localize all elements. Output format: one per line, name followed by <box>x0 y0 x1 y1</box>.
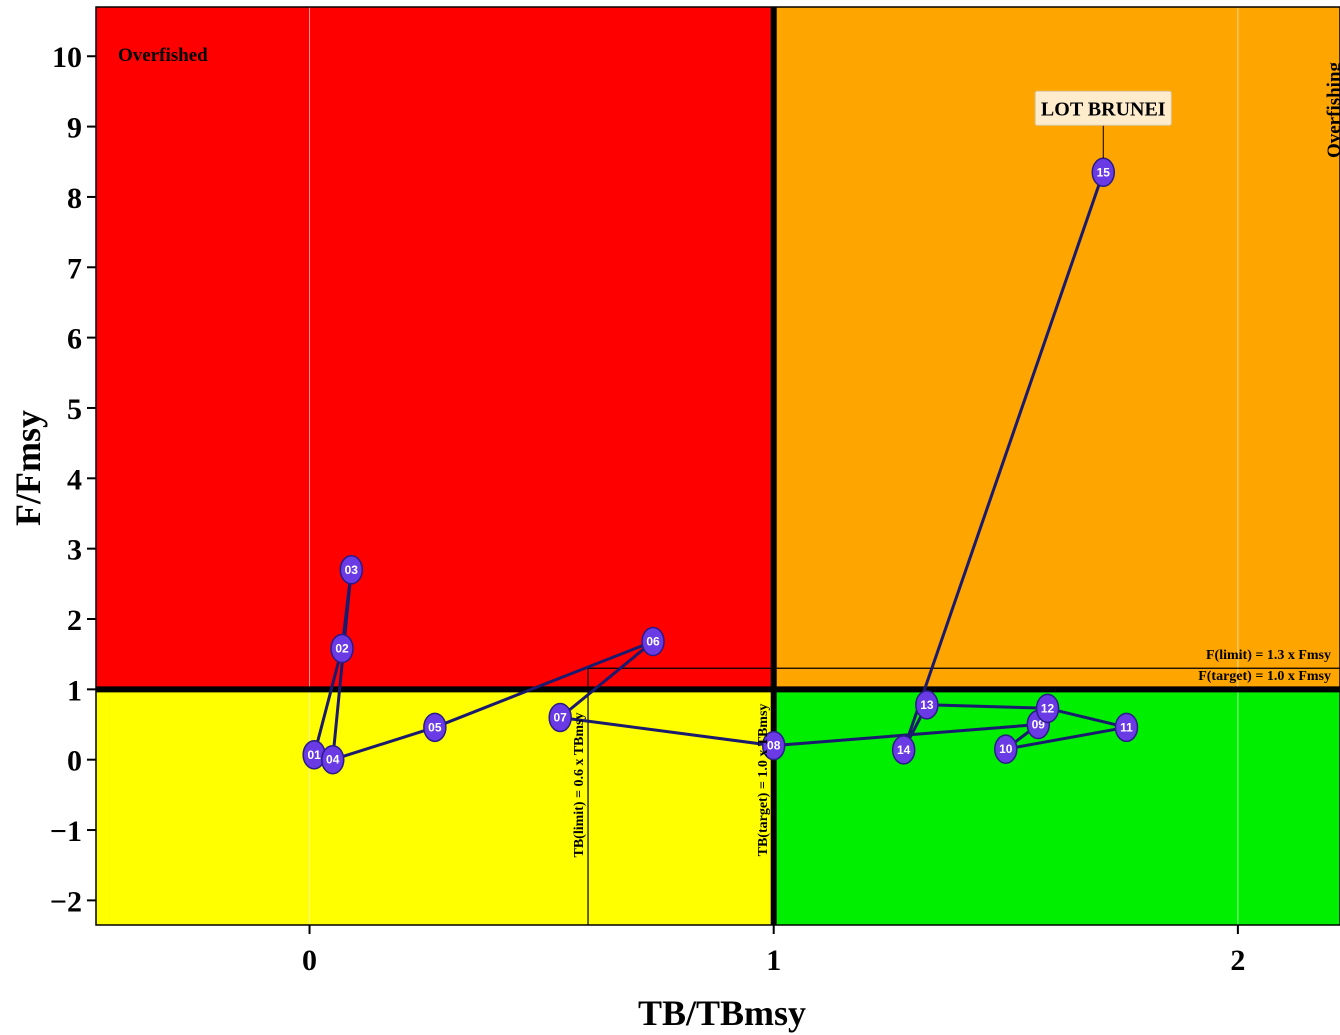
labels-layer: LOT BRUNEI <box>1034 90 1172 159</box>
x-axis-title: TB/TBmsy <box>638 993 806 1033</box>
last-point-label: LOT BRUNEI <box>1041 98 1166 120</box>
overfished-zone <box>96 7 774 690</box>
overfishing-zone-label: Overfishing <box>1324 61 1340 158</box>
data-point-label-06: 06 <box>646 635 660 649</box>
y-tick-label: 1 <box>67 674 82 707</box>
data-point-10 <box>994 734 1018 764</box>
reference-lines-layer <box>95 6 1340 926</box>
y-tick-label: 9 <box>67 112 82 145</box>
data-point-label-07: 07 <box>553 710 567 724</box>
tb-target-label: TB(target) = 1.0 x TBmsy <box>756 704 771 857</box>
y-tick-label: 8 <box>67 182 82 215</box>
data-point-label-05: 05 <box>428 720 442 734</box>
data-point-08 <box>761 730 786 761</box>
data-point-label-10: 10 <box>999 742 1013 756</box>
data-point-label-02: 02 <box>335 642 349 656</box>
data-point-05 <box>423 712 447 743</box>
overfished-zone-label: Overfished <box>118 45 208 66</box>
y-tick-label: 6 <box>67 323 82 356</box>
data-point-12 <box>1035 693 1060 724</box>
y-tick-label: 5 <box>67 393 82 426</box>
x-tick-label: 2 <box>1230 944 1245 977</box>
y-tick-label: 4 <box>67 463 82 496</box>
data-point-label-15: 15 <box>1097 165 1111 179</box>
data-point-04 <box>320 744 345 775</box>
data-point-label-08: 08 <box>767 739 781 753</box>
y-tick-label: 7 <box>67 252 82 285</box>
data-point-06 <box>641 626 665 657</box>
y-tick-label: 3 <box>67 534 82 567</box>
data-point-02 <box>330 633 354 664</box>
data-point-label-03: 03 <box>345 563 359 577</box>
healthy-zone <box>773 689 1340 925</box>
data-point-13 <box>915 690 939 720</box>
y-tick-label: −2 <box>50 885 82 918</box>
data-point-label-14: 14 <box>897 743 911 757</box>
zones-layer <box>96 7 1340 925</box>
data-point-14 <box>891 735 916 765</box>
data-point-11 <box>1114 712 1139 743</box>
y-tick-label: 0 <box>67 745 82 778</box>
data-point-label-12: 12 <box>1041 701 1055 715</box>
tb-limit-label: TB(limit) = 0.6 x TBmsy <box>572 712 587 857</box>
f-limit-label: F(limit) = 1.3 x Fmsy <box>1206 648 1331 663</box>
y-tick-label: 10 <box>52 41 82 74</box>
f-target-label: F(target) = 1.0 x Fmsy <box>1198 669 1331 684</box>
data-point-label-01: 01 <box>307 748 321 762</box>
data-point-03 <box>339 555 364 585</box>
x-tick-label: 0 <box>302 944 317 977</box>
data-point-label-13: 13 <box>920 698 934 712</box>
data-point-07 <box>548 702 572 733</box>
data-point-label-11: 11 <box>1120 720 1133 734</box>
x-tick-label: 1 <box>766 944 781 977</box>
last-point-label-box <box>1034 90 1172 126</box>
y-axis-title: F/Fmsy <box>8 410 48 526</box>
plot-border <box>95 6 1340 926</box>
y-tick-label: 2 <box>67 604 82 637</box>
data-point-label-04: 04 <box>326 753 340 767</box>
y-tick-label: −1 <box>50 815 82 848</box>
